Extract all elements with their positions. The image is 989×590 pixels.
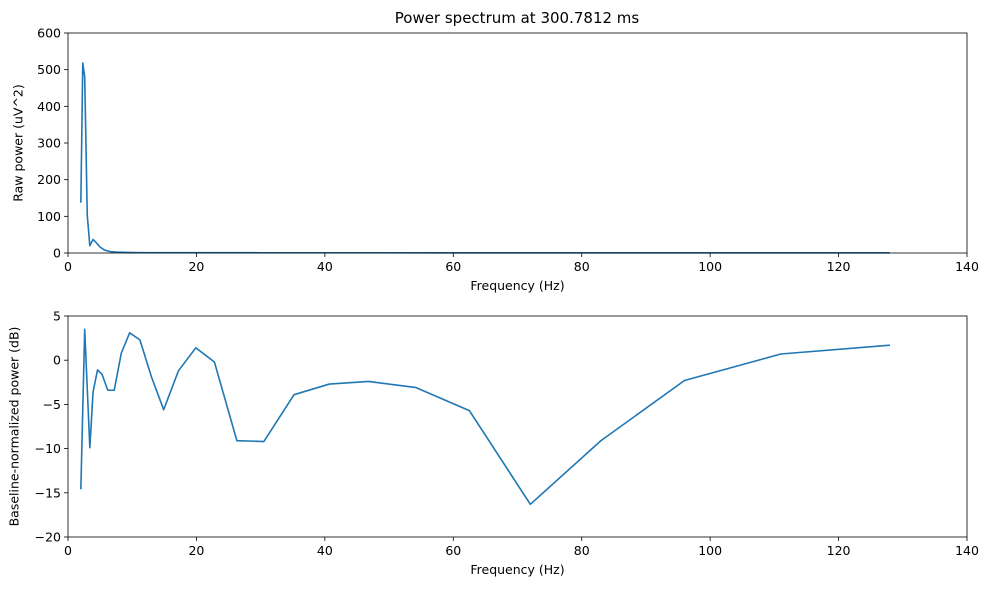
- y-tick-label: 0: [53, 353, 61, 368]
- x-tick-label: 60: [445, 543, 461, 558]
- x-axis-label: Frequency (Hz): [470, 278, 564, 293]
- x-tick-label: 140: [955, 543, 979, 558]
- y-tick-label: −5: [43, 397, 61, 412]
- y-tick-label: 0: [53, 246, 61, 261]
- x-tick-label: 120: [827, 259, 851, 274]
- x-tick-label: 100: [698, 259, 722, 274]
- axes-frame: [67, 32, 968, 254]
- x-axis-label: Frequency (Hz): [470, 562, 564, 577]
- x-tick-label: 40: [317, 259, 333, 274]
- y-axis-label: Raw power (uV^2): [11, 84, 26, 202]
- y-tick-label: −15: [35, 485, 61, 500]
- ticks: 0 20 40 60 80 100 120 140 0 100 200 300 400 500 600: [37, 26, 979, 275]
- ticks: 0 20 40 60 80 100 120 140 −20 −15 −10 −5 0 5: [35, 309, 979, 559]
- x-tick-label: 20: [188, 259, 204, 274]
- y-tick-label: 100: [37, 209, 61, 224]
- series-line: [80, 328, 891, 506]
- chart-title: Power spectrum at 300.7812 ms: [395, 9, 640, 27]
- y-tick-label: 200: [37, 172, 61, 187]
- y-tick-label: 600: [37, 26, 61, 41]
- y-tick-label: 5: [53, 309, 61, 324]
- x-tick-label: 0: [64, 259, 72, 274]
- axes-frame: [67, 315, 968, 538]
- x-tick-label: 80: [574, 543, 590, 558]
- y-tick-label: −20: [35, 530, 61, 545]
- y-tick-label: 500: [37, 62, 61, 77]
- x-tick-label: 20: [188, 543, 204, 558]
- x-tick-label: 100: [698, 543, 722, 558]
- x-tick-label: 80: [574, 259, 590, 274]
- x-tick-label: 0: [64, 543, 72, 558]
- series: [80, 328, 891, 506]
- x-tick-label: 60: [445, 259, 461, 274]
- normalized-power-chart: 0 20 40 60 80 100 120 140 −20 −15 −10 −5 0 5 Frequenc…: [7, 309, 979, 578]
- y-tick-label: 400: [37, 99, 61, 114]
- y-tick-label: −10: [35, 441, 61, 456]
- raw-power-chart: Power spectrum at 300.7812 ms 0 20 40 60 80 1…: [11, 9, 979, 293]
- x-tick-label: 140: [955, 259, 979, 274]
- x-tick-label: 120: [827, 543, 851, 558]
- y-axis-label: Baseline-normalized power (dB): [7, 327, 22, 527]
- y-tick-label: 300: [37, 136, 61, 151]
- x-tick-label: 40: [317, 543, 333, 558]
